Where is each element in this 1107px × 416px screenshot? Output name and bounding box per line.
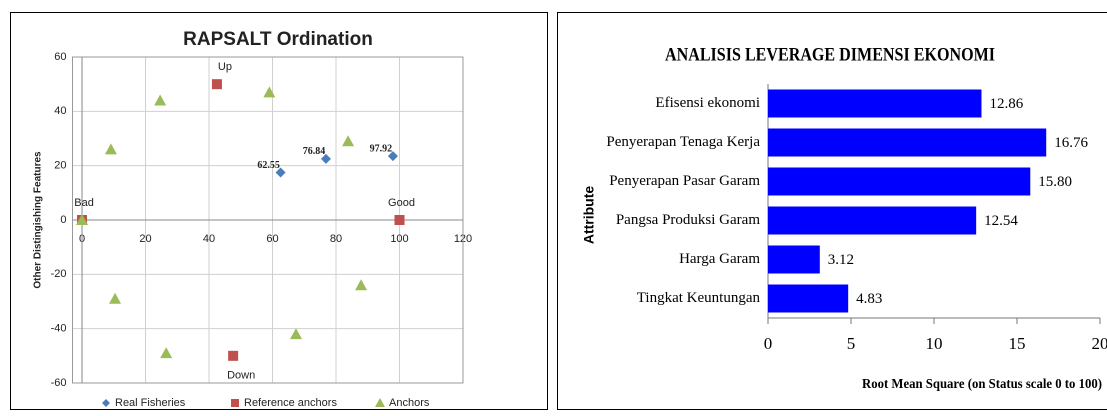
y-tick-label: -20 [51, 268, 67, 280]
bar-chart: ANALISIS LEVERAGE DIMENSI EKONOMI Attrib… [581, 44, 1107, 392]
bar [768, 128, 1047, 157]
y-tick-label: Pangsa Produksi Garam [616, 212, 760, 228]
y-tick-label: Penyerapan Tenaga Kerja [606, 134, 760, 150]
marker [211, 79, 222, 90]
x-tick-label: 10 [926, 334, 943, 353]
x-tick-label: 100 [390, 233, 408, 245]
marker [387, 151, 398, 162]
x-tick-label: 20 [1092, 334, 1107, 353]
marker [342, 135, 355, 147]
legend-marker [375, 398, 385, 407]
marker [76, 214, 89, 225]
point-label: Down [227, 370, 255, 382]
data-label: 12.86 [989, 96, 1023, 112]
bar [768, 206, 977, 235]
x-tick-label: 60 [266, 233, 278, 245]
x-tick-label: 20 [139, 233, 151, 245]
x-axis-label: Root Mean Square (on Status scale 0 to 1… [862, 377, 1102, 392]
y-tick-label: -60 [51, 377, 67, 389]
y-axis-label: Other Distingishing Features [33, 151, 44, 289]
marker [394, 215, 405, 225]
marker [104, 143, 117, 155]
marker [275, 167, 286, 178]
y-tick-label: Penyerapan Pasar Garam [609, 173, 760, 189]
y-tick-label: 20 [54, 160, 66, 172]
y-tick-label: 60 [54, 51, 66, 63]
data-label: 15.80 [1038, 174, 1072, 190]
point-label: Good [388, 197, 415, 209]
x-tick-label: 0 [764, 334, 773, 353]
bar [768, 89, 982, 118]
data-label: 97.92 [370, 143, 393, 154]
marker [228, 350, 239, 361]
marker [355, 279, 368, 291]
marker [154, 94, 167, 106]
y-tick-label: Tingkat Keuntungan [637, 290, 761, 306]
legend-label: Anchors [389, 397, 430, 409]
y-axis-label: Attribute [581, 186, 597, 245]
x-tick-label: 5 [847, 334, 856, 353]
y-tick-label: Efisensi ekonomi [655, 95, 760, 111]
legend-label: Reference anchors [244, 397, 337, 409]
data-label: 16.76 [1054, 135, 1088, 151]
marker [263, 86, 276, 98]
marker [109, 292, 122, 304]
marker [290, 328, 303, 340]
point-label: Bad [74, 197, 94, 209]
marker [320, 153, 331, 164]
left-frame [10, 12, 548, 410]
data-label: 3.12 [828, 252, 854, 268]
legend-marker [231, 399, 239, 407]
x-tick-label: 15 [1009, 334, 1026, 353]
y-tick-label: 0 [60, 214, 66, 226]
chart-title: RAPSALT Ordination [183, 29, 373, 50]
data-label: 12.54 [984, 213, 1018, 229]
scatter-chart: RAPSALT Ordination Other Distingishing F… [33, 29, 473, 409]
marker [160, 347, 173, 359]
bar [768, 245, 820, 274]
bar [768, 167, 1031, 196]
legend-marker [102, 399, 110, 407]
x-tick-label: 80 [330, 233, 342, 245]
chart-title: ANALISIS LEVERAGE DIMENSI EKONOMI [665, 44, 995, 65]
y-tick-label: -40 [51, 323, 67, 335]
data-label: 4.83 [856, 291, 882, 307]
y-tick-label: 40 [54, 105, 66, 117]
data-label: 62.55 [257, 160, 280, 171]
point-label: Up [218, 61, 232, 73]
x-tick-label: 40 [203, 233, 215, 245]
y-tick-label: Harga Garam [679, 251, 760, 267]
legend-label: Real Fisheries [115, 397, 186, 409]
data-label: 76.84 [303, 146, 326, 157]
bar [768, 284, 849, 313]
